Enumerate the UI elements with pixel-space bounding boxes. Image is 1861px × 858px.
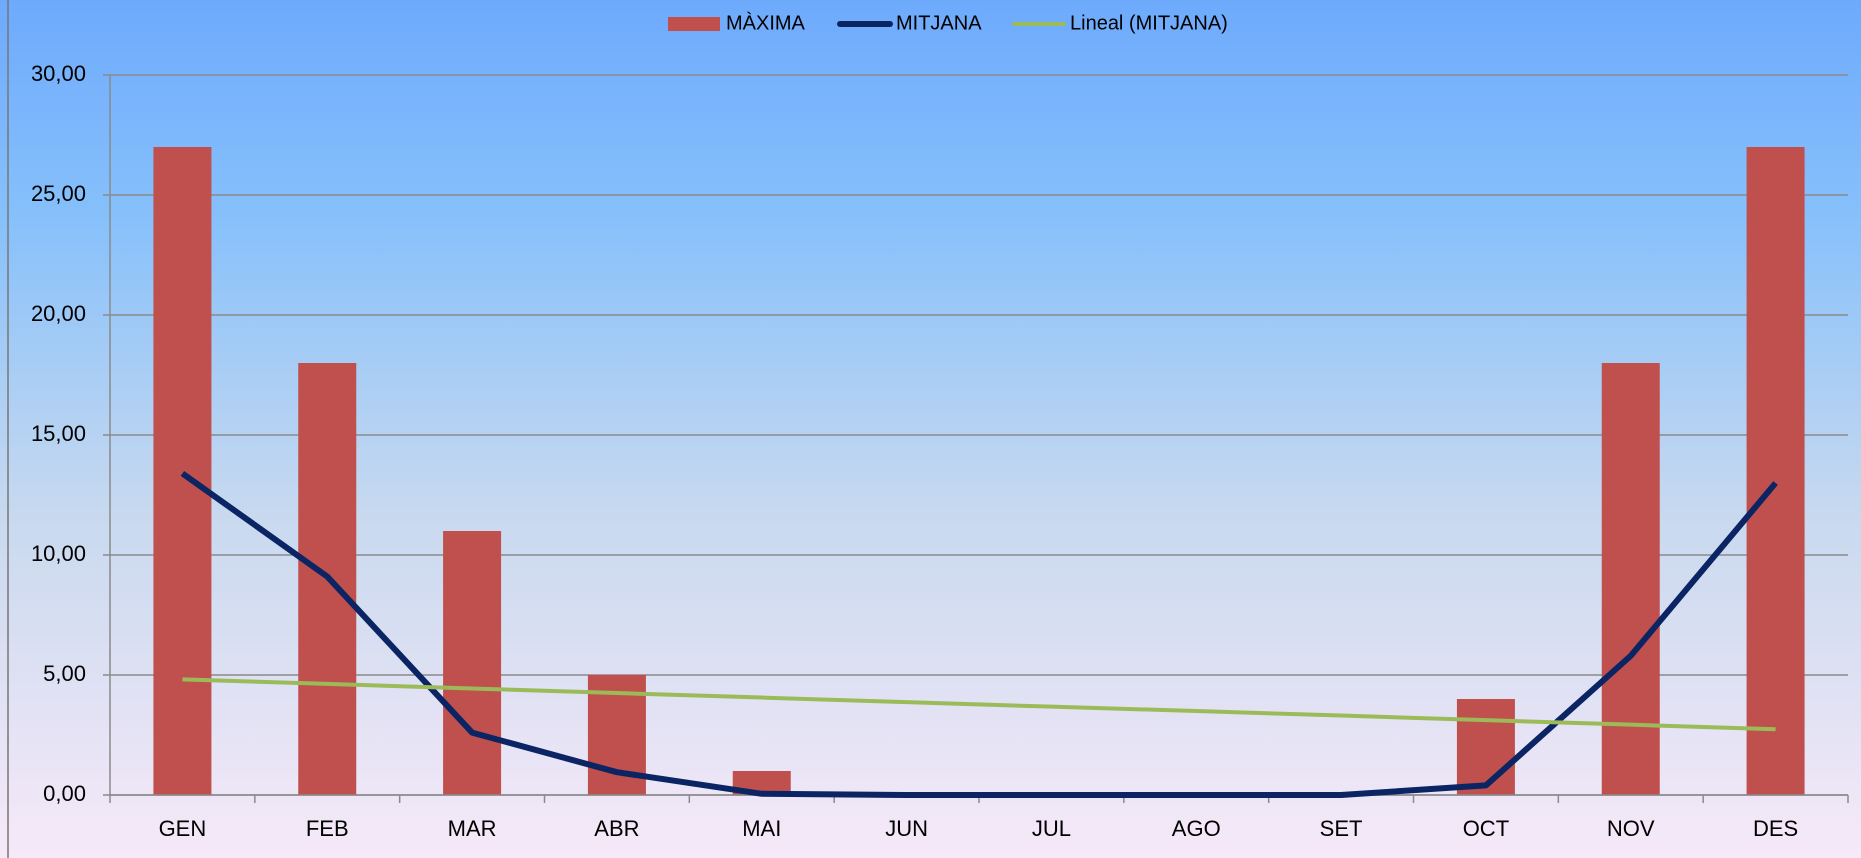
x-tick-label: SET (1320, 816, 1363, 841)
y-tick-label: 0,00 (43, 781, 86, 806)
line (180, 470, 1778, 798)
x-tick-label: NOV (1607, 816, 1655, 841)
y-tick-label: 20,00 (31, 301, 86, 326)
legend-swatch (668, 17, 720, 31)
bar (1601, 363, 1660, 795)
y-tick-label: 30,00 (31, 61, 86, 86)
y-tick-label: 5,00 (43, 661, 86, 686)
y-tick-label: 15,00 (31, 421, 86, 446)
line (182, 677, 1776, 732)
x-tick-label: OCT (1463, 816, 1509, 841)
legend-label: MITJANA (896, 12, 982, 34)
y-tick-label: 25,00 (31, 181, 86, 206)
x-tick-label: JUL (1032, 816, 1071, 841)
x-tick-label: AGO (1172, 816, 1221, 841)
x-tick-label: JUN (885, 816, 928, 841)
x-tick-label: FEB (306, 816, 349, 841)
bar (1746, 147, 1805, 795)
bar (153, 147, 212, 795)
x-tick-label: MAR (448, 816, 497, 841)
bar (443, 531, 502, 795)
x-tick-label: MAI (742, 816, 781, 841)
bar (1456, 699, 1515, 795)
x-tick-label: ABR (594, 816, 639, 841)
y-tick-label: 10,00 (31, 541, 86, 566)
x-tick-label: GEN (159, 816, 207, 841)
legend-label: Lineal (MITJANA) (1070, 12, 1228, 34)
legend-label: MÀXIMA (726, 11, 806, 34)
x-tick-label: DES (1753, 816, 1798, 841)
